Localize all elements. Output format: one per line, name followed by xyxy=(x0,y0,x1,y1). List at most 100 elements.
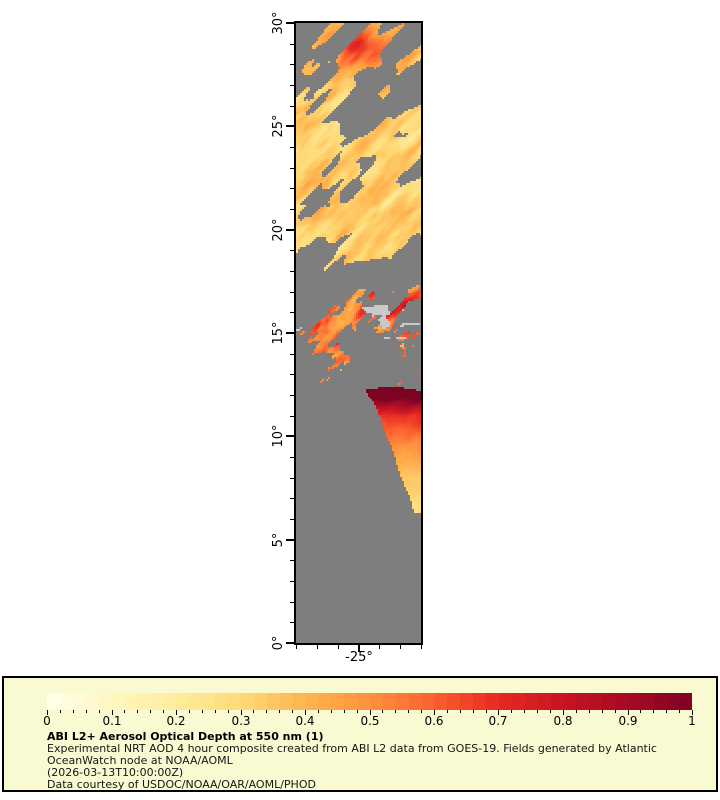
colorbar-major-tick xyxy=(241,710,242,715)
x-minor-tick xyxy=(338,645,339,649)
colorbar-minor-tick xyxy=(279,710,280,713)
colorbar-minor-tick xyxy=(486,710,487,713)
map-plot-frame xyxy=(294,21,423,645)
y-minor-tick xyxy=(290,209,294,210)
y-major-tick xyxy=(286,642,294,644)
colorbar-tick-label: 0.9 xyxy=(618,714,638,728)
x-axis-label: -25° xyxy=(345,650,373,665)
legend-line-1: Experimental NRT AOD 4 hour composite cr… xyxy=(47,742,657,755)
y-minor-tick xyxy=(290,168,294,169)
colorbar-tick-label: 0.2 xyxy=(166,714,186,728)
colorbar-minor-tick xyxy=(679,710,680,713)
y-axis-label: 25° xyxy=(271,114,286,138)
colorbar-minor-tick xyxy=(382,710,383,713)
y-axis-label: 10° xyxy=(271,424,286,448)
colorbar-minor-tick xyxy=(615,710,616,713)
colorbar-major-tick xyxy=(498,710,499,715)
y-major-tick xyxy=(286,229,294,231)
y-major-tick xyxy=(286,539,294,541)
y-minor-tick xyxy=(290,581,294,582)
colorbar-minor-tick xyxy=(318,710,319,713)
colorbar-minor-tick xyxy=(86,710,87,713)
legend-line-3: (2026-03-13T10:00:00Z) xyxy=(47,766,184,779)
y-minor-tick xyxy=(290,457,294,458)
colorbar-minor-tick xyxy=(253,710,254,713)
colorbar-minor-tick xyxy=(511,710,512,713)
colorbar-minor-tick xyxy=(589,710,590,713)
y-minor-tick xyxy=(290,395,294,396)
colorbar-minor-tick xyxy=(653,710,654,713)
colorbar-major-tick xyxy=(692,710,693,715)
colorbar-tick-label: 0.4 xyxy=(295,714,315,728)
colorbar-minor-tick xyxy=(537,710,538,713)
y-minor-tick xyxy=(290,602,294,603)
y-minor-tick xyxy=(290,498,294,499)
colorbar-tick-label: 0.3 xyxy=(231,714,251,728)
colorbar-minor-tick xyxy=(666,710,667,713)
colorbar-minor-tick xyxy=(150,710,151,713)
colorbar-tick-label: 0.1 xyxy=(102,714,122,728)
colorbar-tick-label: 0.7 xyxy=(488,714,508,728)
legend-title: ABI L2+ Aerosol Optical Depth at 550 nm … xyxy=(47,730,324,743)
colorbar-minor-tick xyxy=(473,710,474,713)
colorbar-minor-tick xyxy=(137,710,138,713)
y-minor-tick xyxy=(290,44,294,45)
y-minor-tick xyxy=(290,354,294,355)
y-major-tick xyxy=(286,125,294,127)
colorbar-major-tick xyxy=(370,710,371,715)
colorbar-major-tick xyxy=(176,710,177,715)
colorbar-tick-label: 1 xyxy=(688,714,696,728)
legend-line-4: Data courtesy of USDOC/NOAA/OAR/AOML/PHO… xyxy=(47,778,316,791)
x-minor-tick xyxy=(296,645,297,649)
colorbar-minor-tick xyxy=(189,710,190,713)
colorbar-major-tick xyxy=(434,710,435,715)
x-minor-tick xyxy=(421,645,422,649)
y-minor-tick xyxy=(290,312,294,313)
colorbar-minor-tick xyxy=(408,710,409,713)
y-minor-tick xyxy=(290,622,294,623)
colorbar-minor-tick xyxy=(163,710,164,713)
colorbar-tick-label: 0 xyxy=(43,714,51,728)
colorbar-minor-tick xyxy=(524,710,525,713)
colorbar-minor-tick xyxy=(460,710,461,713)
x-minor-tick xyxy=(317,645,318,649)
y-minor-tick xyxy=(290,271,294,272)
y-minor-tick xyxy=(290,85,294,86)
y-minor-tick xyxy=(290,478,294,479)
y-axis-label: 0° xyxy=(271,635,286,651)
y-minor-tick xyxy=(290,64,294,65)
y-axis-label: 20° xyxy=(271,218,286,242)
legend-caption: ABI L2+ Aerosol Optical Depth at 550 nm … xyxy=(47,731,657,791)
aod-raster-canvas xyxy=(296,23,421,643)
colorbar-minor-tick xyxy=(550,710,551,713)
colorbar-minor-tick xyxy=(640,710,641,713)
colorbar-major-tick xyxy=(305,710,306,715)
colorbar-minor-tick xyxy=(228,710,229,713)
legend-box: 0 0.1 0.2 0.3 0.4 0.5 0.6 0.7 0.8 0.9 1 ABI L2+ Ae… xyxy=(2,676,718,792)
y-minor-tick xyxy=(290,416,294,417)
colorbar-minor-tick xyxy=(202,710,203,713)
x-minor-tick xyxy=(400,645,401,649)
colorbar-minor-tick xyxy=(99,710,100,713)
y-major-tick xyxy=(286,435,294,437)
legend-line-2: OceanWatch node at NOAA/AOML xyxy=(47,754,233,767)
colorbar-major-tick xyxy=(628,710,629,715)
colorbar-tick-label: 0.6 xyxy=(424,714,444,728)
y-axis-label: 15° xyxy=(271,321,286,345)
colorbar-minor-tick xyxy=(215,710,216,713)
y-minor-tick xyxy=(290,292,294,293)
y-minor-tick xyxy=(290,188,294,189)
y-axis-label: 5° xyxy=(271,532,286,548)
x-major-tick xyxy=(358,645,360,652)
y-axis-label: 30° xyxy=(271,11,286,35)
x-minor-tick xyxy=(379,645,380,649)
colorbar-minor-tick xyxy=(421,710,422,713)
colorbar-tick-label: 0.8 xyxy=(553,714,573,728)
colorbar-minor-tick xyxy=(73,710,74,713)
colorbar-canvas xyxy=(47,693,692,710)
colorbar-minor-tick xyxy=(124,710,125,713)
y-minor-tick xyxy=(290,560,294,561)
colorbar-minor-tick xyxy=(395,710,396,713)
colorbar-minor-tick xyxy=(344,710,345,713)
